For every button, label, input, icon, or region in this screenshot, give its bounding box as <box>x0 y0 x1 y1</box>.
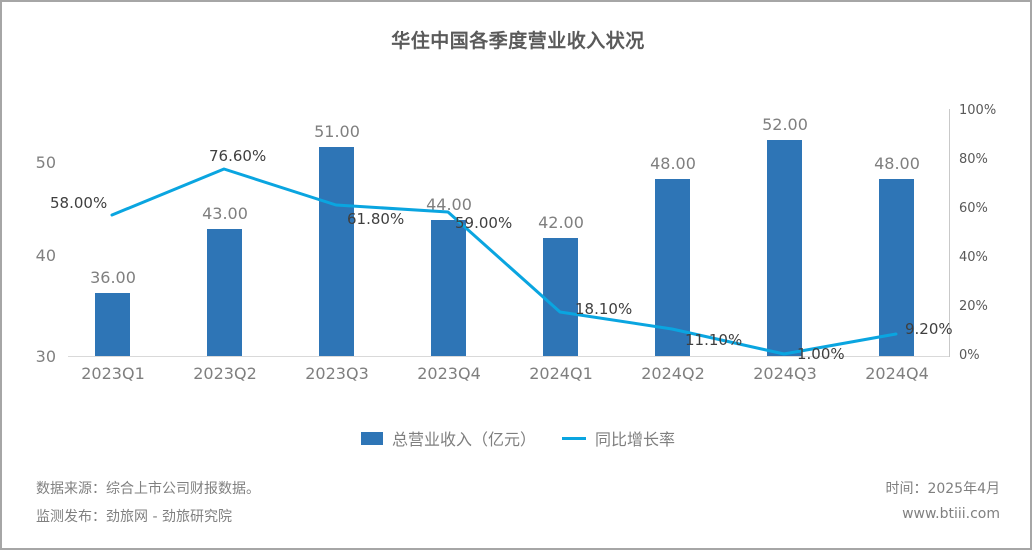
x-axis-label-2023Q1: 2023Q1 <box>81 364 145 383</box>
bar-value-label-2023Q1: 36.00 <box>90 268 136 287</box>
line-value-label-2023Q1: 58.00% <box>50 194 108 212</box>
y2-axis-tick-20: 20% <box>959 299 988 314</box>
y2-axis-tick-40: 40% <box>959 250 988 265</box>
line-value-label-2024Q1: 18.10% <box>575 300 633 318</box>
bar-2023Q2[interactable] <box>207 229 242 356</box>
line-value-label-2024Q4: 9.20% <box>905 320 953 338</box>
legend-line-swatch-icon <box>562 436 586 440</box>
x-axis-label-2023Q2: 2023Q2 <box>193 364 257 383</box>
publisher-text: 监测发布：劲旅网 - 劲旅研究院 <box>36 509 232 525</box>
x-axis-label-2024Q3: 2024Q3 <box>753 364 817 383</box>
bar-2024Q3[interactable] <box>767 140 802 356</box>
bar-2023Q4[interactable] <box>431 220 466 356</box>
category-axis-line <box>68 356 949 357</box>
legend-item-growth-rate[interactable]: 同比增长率 <box>562 426 675 450</box>
footer-right: 时间：2025年4月 www.btiii.com <box>885 478 1000 538</box>
y-axis-tick-30: 30 <box>35 347 56 366</box>
right-axis-line <box>949 109 950 357</box>
line-value-label-2023Q2: 76.60% <box>209 147 267 165</box>
y-axis-tick-50: 50 <box>35 153 56 172</box>
data-source-text: 数据来源：综合上市公司财报数据。 <box>36 481 260 497</box>
growth-rate-line <box>110 167 898 356</box>
date-text: 时间：2025年4月 <box>885 481 1000 497</box>
page-title: 华住中国各季度营业收入状况 <box>391 30 645 52</box>
line-value-label-2024Q2: 11.10% <box>685 331 743 349</box>
x-axis-label-2024Q4: 2024Q4 <box>865 364 929 383</box>
chart-footer: 数据来源：综合上市公司财报数据。 监测发布：劲旅网 - 劲旅研究院 时间：202… <box>2 478 1032 538</box>
bar-value-label-2023Q2: 43.00 <box>202 204 248 223</box>
y2-axis-tick-0: 0% <box>959 348 980 363</box>
bar-value-label-2023Q4: 44.00 <box>426 195 472 214</box>
bar-value-label-2024Q3: 52.00 <box>762 115 808 134</box>
website-text: www.btiii.com <box>902 506 1000 522</box>
plot-area: 50 40 30 100% 80% 60% 40% 20% 0% 36.00 4… <box>2 2 1032 412</box>
y2-axis-tick-80: 80% <box>959 152 988 167</box>
bar-2024Q4[interactable] <box>879 179 914 356</box>
bar-value-label-2024Q2: 48.00 <box>650 154 696 173</box>
footer-left: 数据来源：综合上市公司财报数据。 监测发布：劲旅网 - 劲旅研究院 <box>36 478 260 538</box>
legend-label-revenue: 总营业收入（亿元） <box>391 430 536 449</box>
y2-axis-tick-60: 60% <box>959 201 988 216</box>
legend-bar-swatch-icon <box>360 431 383 445</box>
bar-2023Q1[interactable] <box>95 293 130 356</box>
x-axis-label-2023Q3: 2023Q3 <box>305 364 369 383</box>
bar-value-label-2024Q4: 48.00 <box>874 154 920 173</box>
legend-item-revenue[interactable]: 总营业收入（亿元） <box>360 426 536 450</box>
x-axis-label-2024Q1: 2024Q1 <box>529 364 593 383</box>
chart-legend: 总营业收入（亿元） 同比增长率 <box>2 426 1032 450</box>
bar-2024Q1[interactable] <box>543 238 578 356</box>
x-axis-label-2023Q4: 2023Q4 <box>417 364 481 383</box>
legend-label-growth-rate: 同比增长率 <box>595 430 676 449</box>
bar-2023Q3[interactable] <box>319 147 354 356</box>
y-axis-tick-40: 40 <box>35 246 56 265</box>
x-axis-label-2024Q2: 2024Q2 <box>641 364 705 383</box>
y2-axis-tick-100: 100% <box>959 103 997 118</box>
bar-value-label-2023Q3: 51.00 <box>314 122 360 141</box>
line-value-label-2023Q3: 61.80% <box>347 210 405 228</box>
line-value-label-2023Q4: 59.00% <box>455 214 513 232</box>
bar-value-label-2024Q1: 42.00 <box>538 213 584 232</box>
line-value-label-2024Q3: 1.00% <box>797 345 845 363</box>
